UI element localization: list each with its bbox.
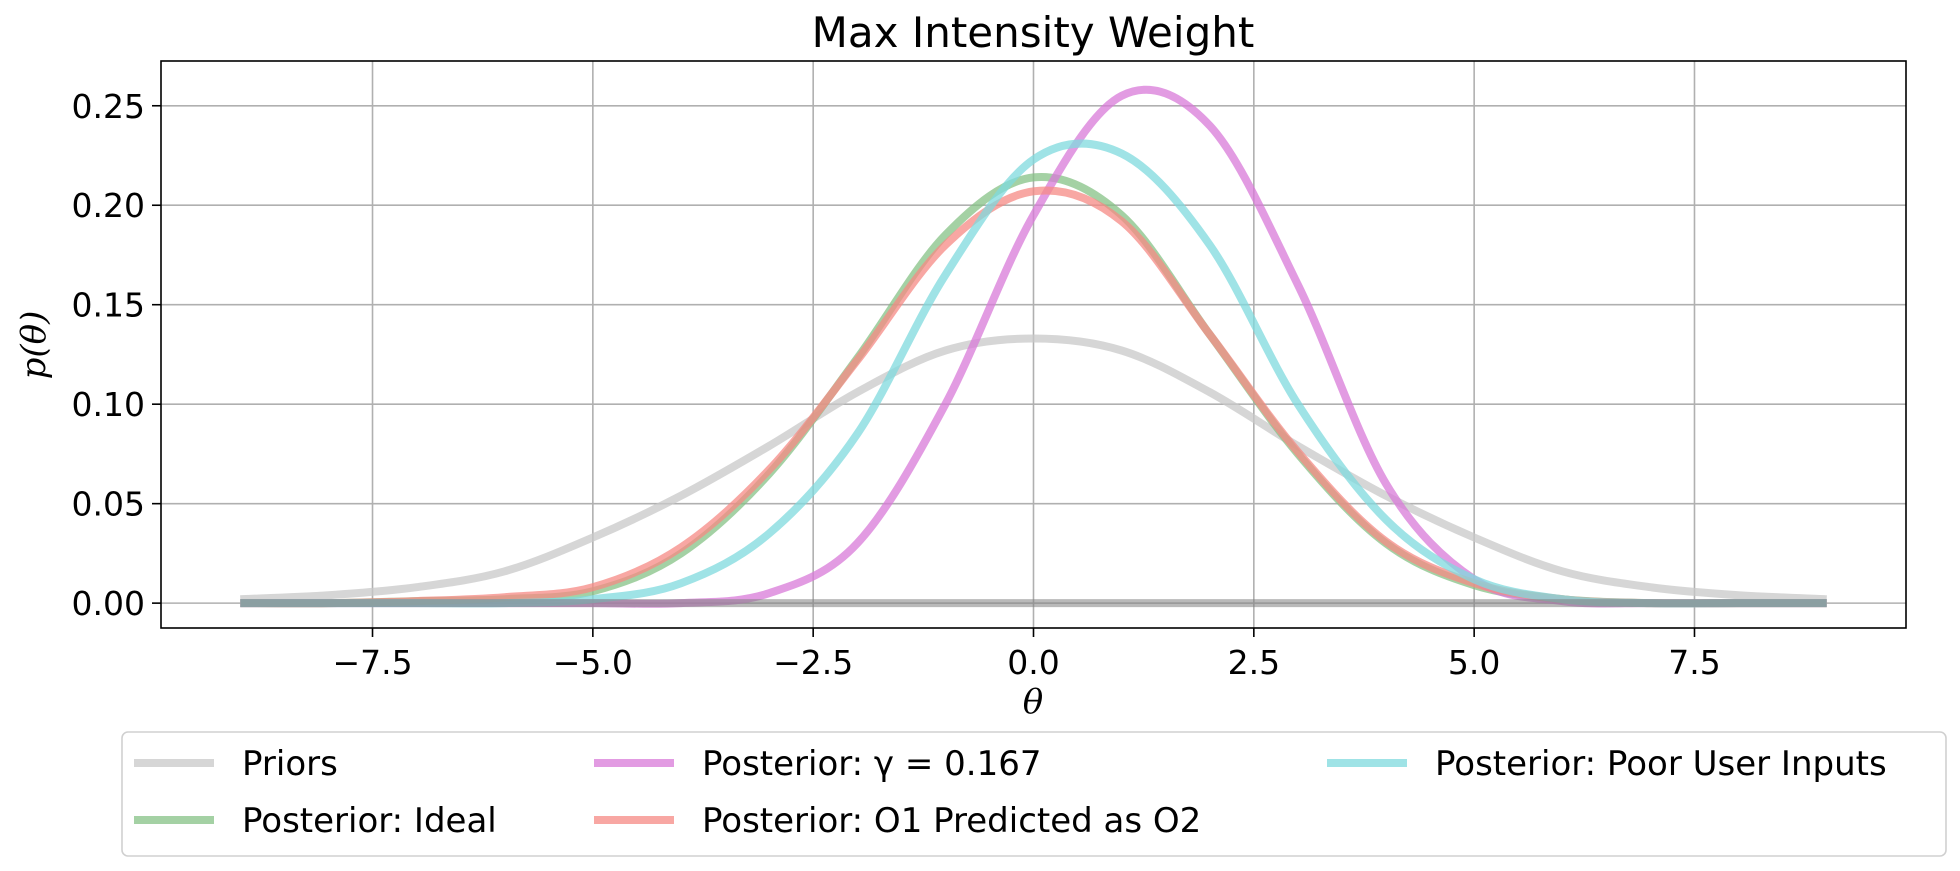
x-tick-label: −7.5 <box>332 643 412 682</box>
y-tick-label: 0.05 <box>72 485 145 524</box>
y-tick-label: 0.25 <box>72 87 145 126</box>
legend-label: Posterior: O1 Predicted as O2 <box>702 801 1201 841</box>
x-tick-label: 2.5 <box>1228 643 1280 682</box>
y-tick-label: 0.20 <box>72 186 145 225</box>
x-axis-ticks: −7.5 −5.0 −2.5 0.0 2.5 5.0 7.5 <box>332 628 1721 682</box>
legend-label: Posterior: Poor User Inputs <box>1435 744 1887 784</box>
x-tick-label: 0.0 <box>1007 643 1059 682</box>
x-tick-label: −5.0 <box>553 643 633 682</box>
series-line-0 <box>240 334 1827 604</box>
y-tick-label: 0.10 <box>72 385 145 424</box>
legend-label: Priors <box>242 744 338 784</box>
chart-title: Max Intensity Weight <box>812 8 1255 57</box>
legend-box <box>121 731 1947 857</box>
y-tick-label: 0.00 <box>72 584 145 623</box>
legend-label: Posterior: γ = 0.167 <box>702 744 1042 784</box>
x-tick-label: 5.0 <box>1448 643 1500 682</box>
y-axis-label: p(θ) <box>14 311 54 380</box>
legend: Priors Posterior: Ideal Posterior: γ = 0.1… <box>134 744 1887 841</box>
x-tick-label: 7.5 <box>1668 643 1720 682</box>
y-tick-label: 0.15 <box>72 286 145 325</box>
x-axis-label: θ <box>1023 682 1043 722</box>
legend-label: Posterior: Ideal <box>242 801 497 841</box>
y-axis-ticks: 0.00 0.05 0.10 0.15 0.20 0.25 <box>72 87 161 623</box>
x-tick-label: −2.5 <box>773 643 853 682</box>
series-lines <box>240 85 1827 608</box>
